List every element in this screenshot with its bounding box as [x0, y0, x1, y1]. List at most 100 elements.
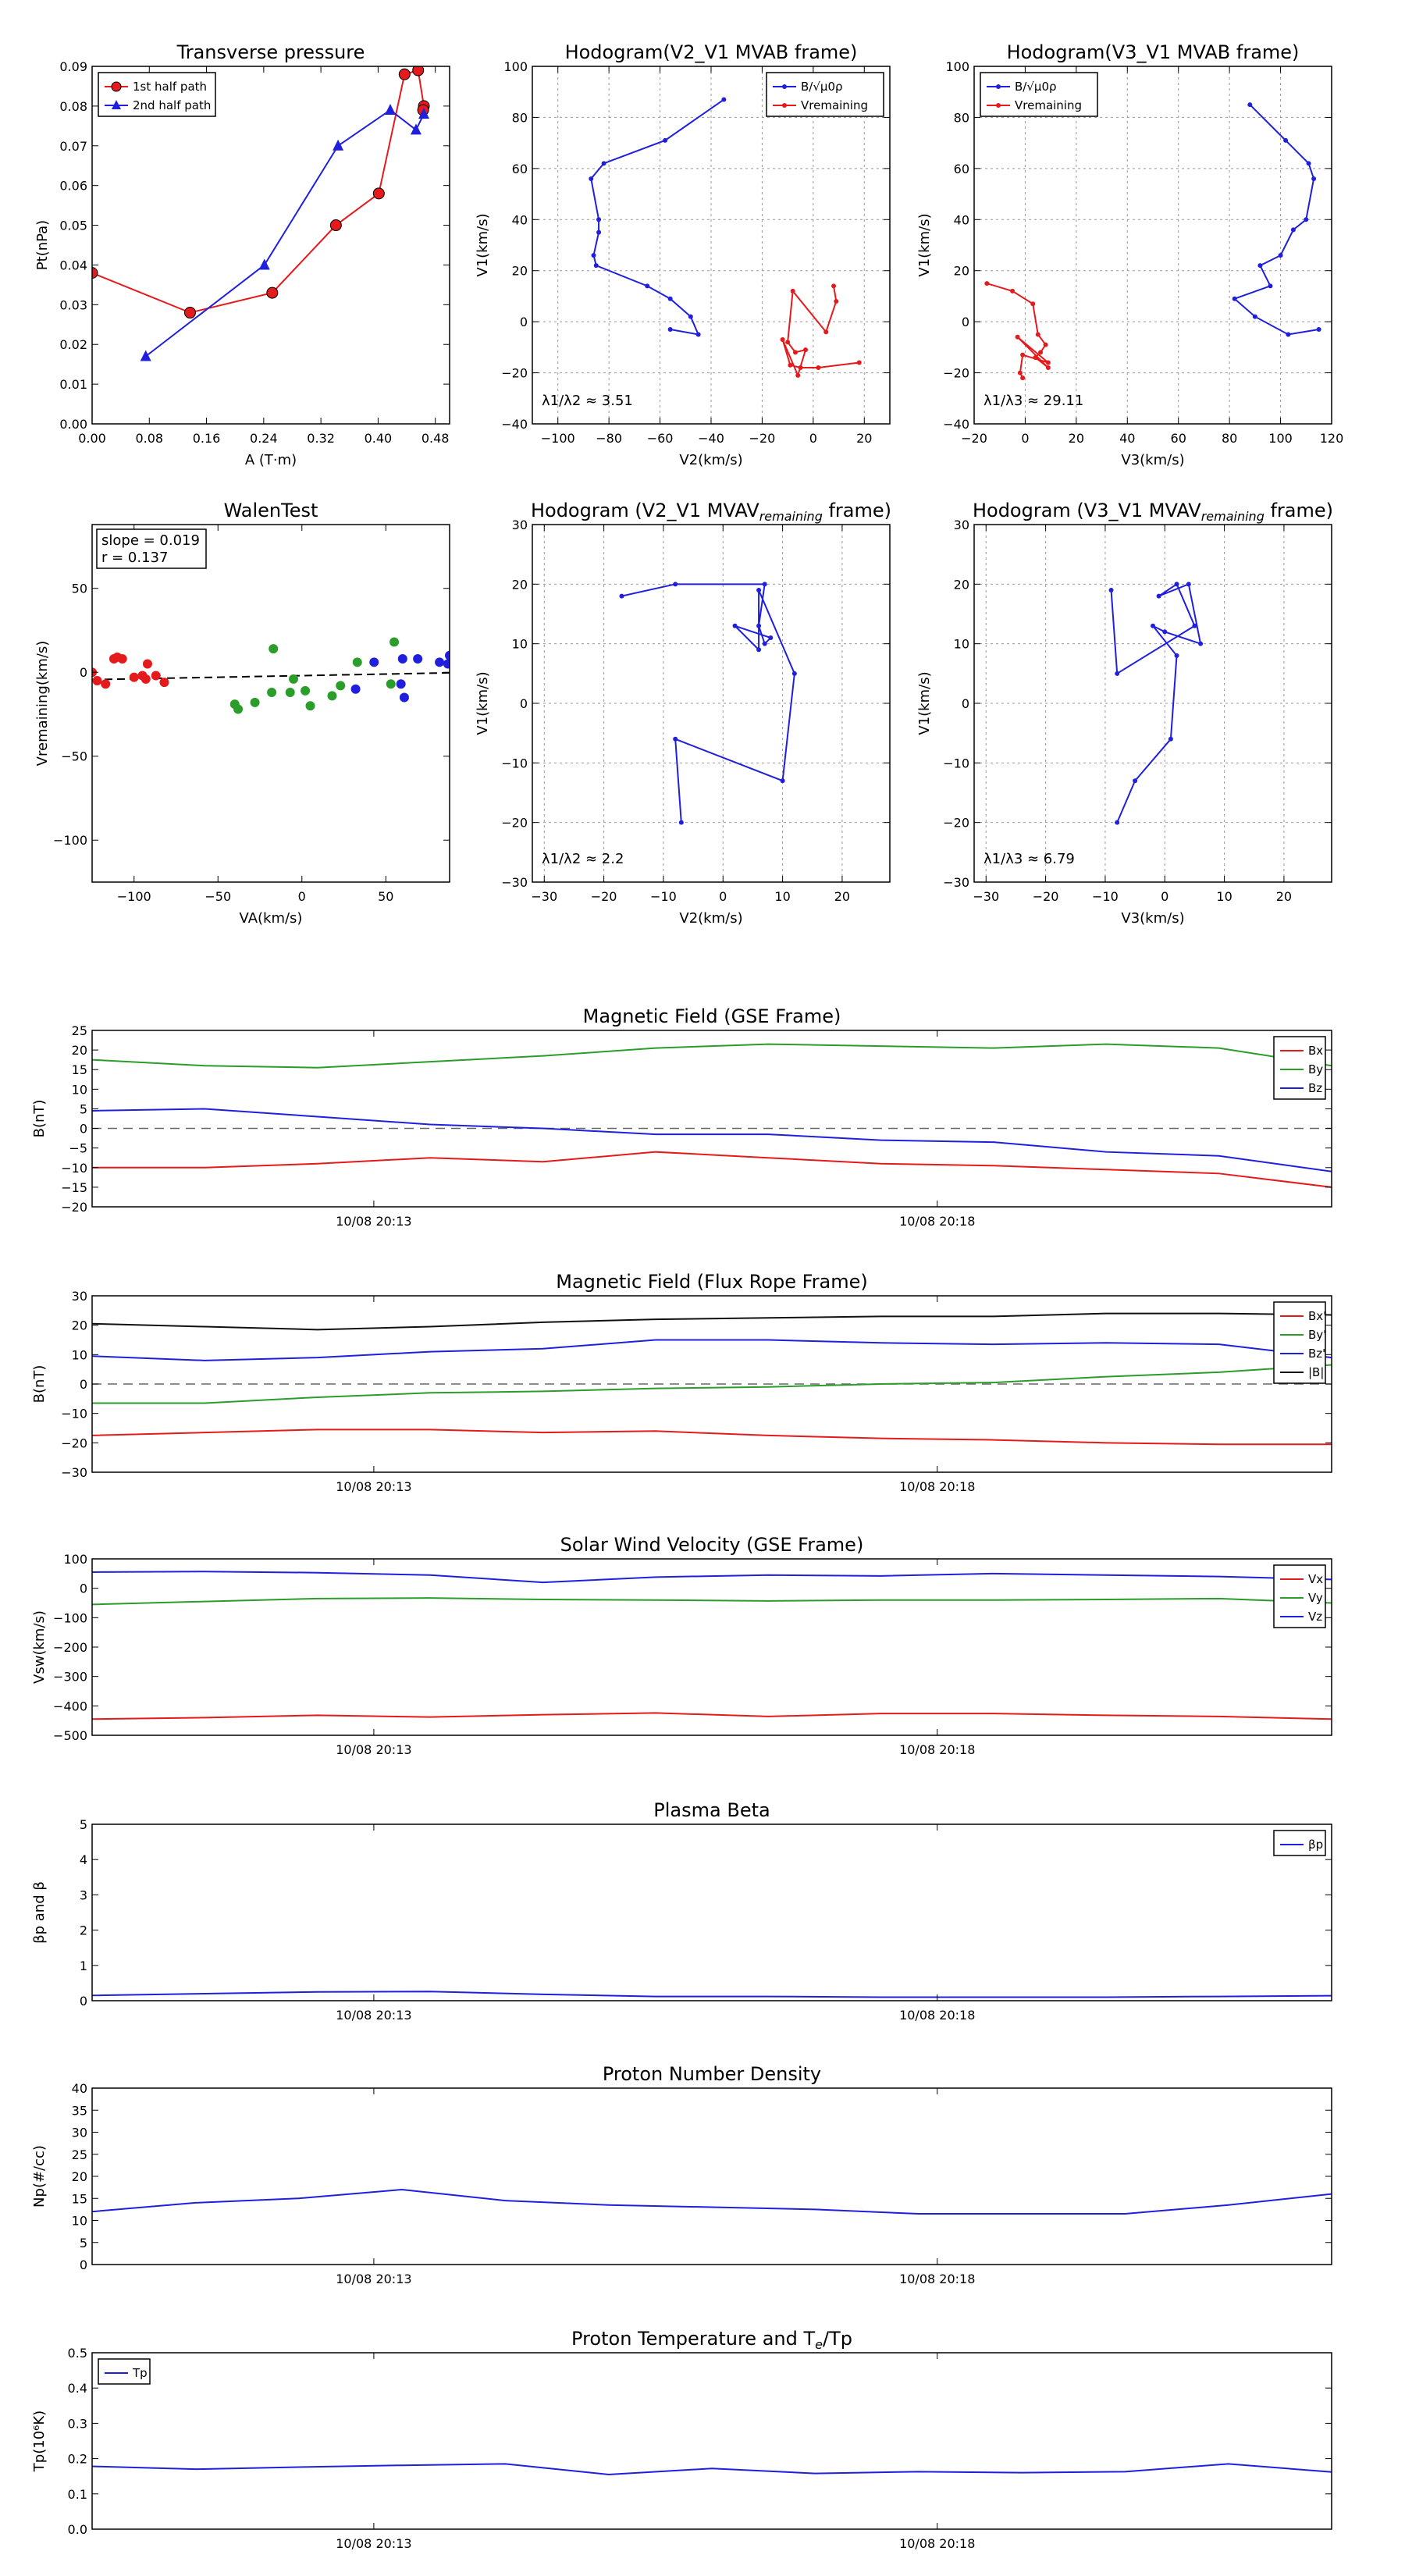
x-tick-label: 10/08 20:13 — [336, 2272, 411, 2286]
chart-title: Hodogram (V3_V1 MVAVremaining frame) — [973, 500, 1333, 524]
legend-label: Vx — [1308, 1572, 1323, 1586]
data-point — [667, 296, 673, 301]
data-point — [140, 350, 151, 361]
y-tick-label: 0.04 — [59, 258, 87, 272]
series-line-3 — [92, 1312, 1332, 1331]
data-point — [413, 654, 423, 664]
y-tick-label: 2 — [80, 1923, 87, 1938]
data-point — [399, 692, 409, 703]
legend-label: Tp — [132, 2366, 148, 2380]
data-point — [798, 365, 803, 371]
data-point — [1198, 641, 1204, 646]
plot-area — [619, 582, 797, 825]
y-tick-label: 100 — [63, 1552, 87, 1567]
chart-5: −30 −20 −10 0 10 20 −30 −20 −10 0 10 20 30 Hodogram (… — [916, 500, 1333, 927]
y-axis-label: Vremaining(km/s) — [34, 641, 51, 767]
data-point — [101, 679, 111, 689]
plot-area — [92, 1043, 1332, 1188]
data-point — [1035, 332, 1040, 337]
y-tick-label: 5 — [80, 2236, 87, 2250]
plot-area — [92, 637, 450, 714]
x-axis-label: V3(km/s) — [1121, 452, 1184, 468]
legend-label: βp — [1308, 1838, 1323, 1852]
legend-label: Bx' — [1308, 1309, 1326, 1323]
chart-title: Proton Temperature and Te/Tp — [571, 2328, 852, 2352]
data-point — [667, 326, 673, 332]
y-tick-label: −40 — [501, 417, 528, 432]
chart-title: Hodogram(V2_V1 MVAB frame) — [565, 41, 858, 63]
data-point — [266, 286, 279, 299]
data-point — [589, 176, 594, 181]
x-tick-label: 10/08 20:13 — [336, 1742, 411, 1757]
data-point — [834, 298, 839, 304]
x-tick-label: −30 — [973, 889, 999, 904]
x-tick-label: 10/08 20:13 — [336, 1214, 411, 1229]
chart-title: Magnetic Field (Flux Rope Frame) — [556, 1271, 867, 1293]
x-axis-label: A (T·m) — [245, 452, 297, 468]
y-axis-label: V1(km/s) — [916, 213, 933, 276]
plot-frame — [91, 2352, 1332, 2530]
y-tick-label: 5 — [80, 1817, 87, 1832]
chart-0: 0.00 0.08 0.16 0.24 0.32 0.40 0.48 0.00 0.01 0.02… — [34, 41, 450, 468]
y-tick-label: 30 — [512, 518, 528, 532]
x-tick-label: 100 — [1268, 431, 1293, 446]
y-tick-label: −400 — [53, 1699, 87, 1713]
x-tick-label: −50 — [205, 889, 231, 904]
plot-frame — [91, 1558, 1332, 1736]
y-axis-label: B(nT) — [31, 1365, 48, 1404]
x-tick-label: 0.48 — [422, 431, 450, 446]
data-point — [412, 66, 425, 76]
series-line-0 — [92, 2463, 1332, 2475]
y-tick-label: −20 — [943, 816, 969, 831]
data-point — [1311, 176, 1317, 181]
legend-marker — [782, 84, 787, 89]
data-point — [267, 688, 277, 698]
plot-frame — [532, 524, 891, 883]
data-point — [1038, 350, 1044, 355]
y-tick-label: 10 — [954, 637, 969, 652]
y-axis-label: V1(km/s) — [475, 213, 491, 276]
y-tick-label: 40 — [512, 212, 528, 227]
data-point — [159, 678, 169, 688]
y-tick-label: 30 — [954, 518, 969, 532]
x-tick-label: 120 — [1320, 431, 1344, 446]
data-point — [1232, 296, 1237, 301]
chart-title: Proton Number Density — [603, 2063, 821, 2085]
y-tick-label: 5 — [80, 1101, 87, 1116]
series-line-0 — [92, 1991, 1332, 1998]
y-tick-label: 0 — [80, 1122, 87, 1137]
data-point — [386, 679, 396, 689]
series-line-0 — [92, 1151, 1332, 1188]
y-axis-label: V1(km/s) — [916, 671, 933, 735]
y-tick-label: 20 — [512, 577, 528, 592]
data-point — [350, 684, 361, 694]
y-tick-label: −10 — [943, 756, 969, 770]
data-point — [673, 582, 678, 587]
legend-marker — [112, 100, 121, 109]
x-tick-label: −60 — [647, 431, 674, 446]
plot-frame — [91, 524, 450, 883]
y-tick-label: 0.4 — [68, 2381, 87, 2396]
stats-box — [96, 528, 207, 569]
y-tick-label: −30 — [943, 875, 969, 890]
fit-line — [92, 671, 450, 681]
series-line-1 — [92, 1043, 1332, 1069]
series-line-1 — [92, 1597, 1332, 1606]
data-point — [596, 217, 602, 222]
y-tick-label: −5 — [69, 1141, 87, 1156]
legend-box — [980, 72, 1098, 117]
x-tick-label: 0 — [719, 889, 727, 904]
y-tick-label: 50 — [72, 582, 87, 596]
legend-label: 1st half path — [133, 80, 207, 94]
data-point — [285, 688, 295, 698]
x-tick-label: −20 — [1033, 889, 1059, 904]
data-point — [591, 253, 596, 258]
chart-6: 10/08 20:13 10/08 20:18 −20 −15 −10 −5 0 5 10 15 2… — [31, 1005, 1332, 1229]
y-tick-label: 10 — [72, 2214, 87, 2229]
data-point — [396, 679, 406, 689]
data-point — [762, 582, 767, 587]
data-point — [663, 137, 668, 143]
legend-label: Vremaining — [801, 98, 868, 112]
data-point — [1043, 342, 1048, 347]
